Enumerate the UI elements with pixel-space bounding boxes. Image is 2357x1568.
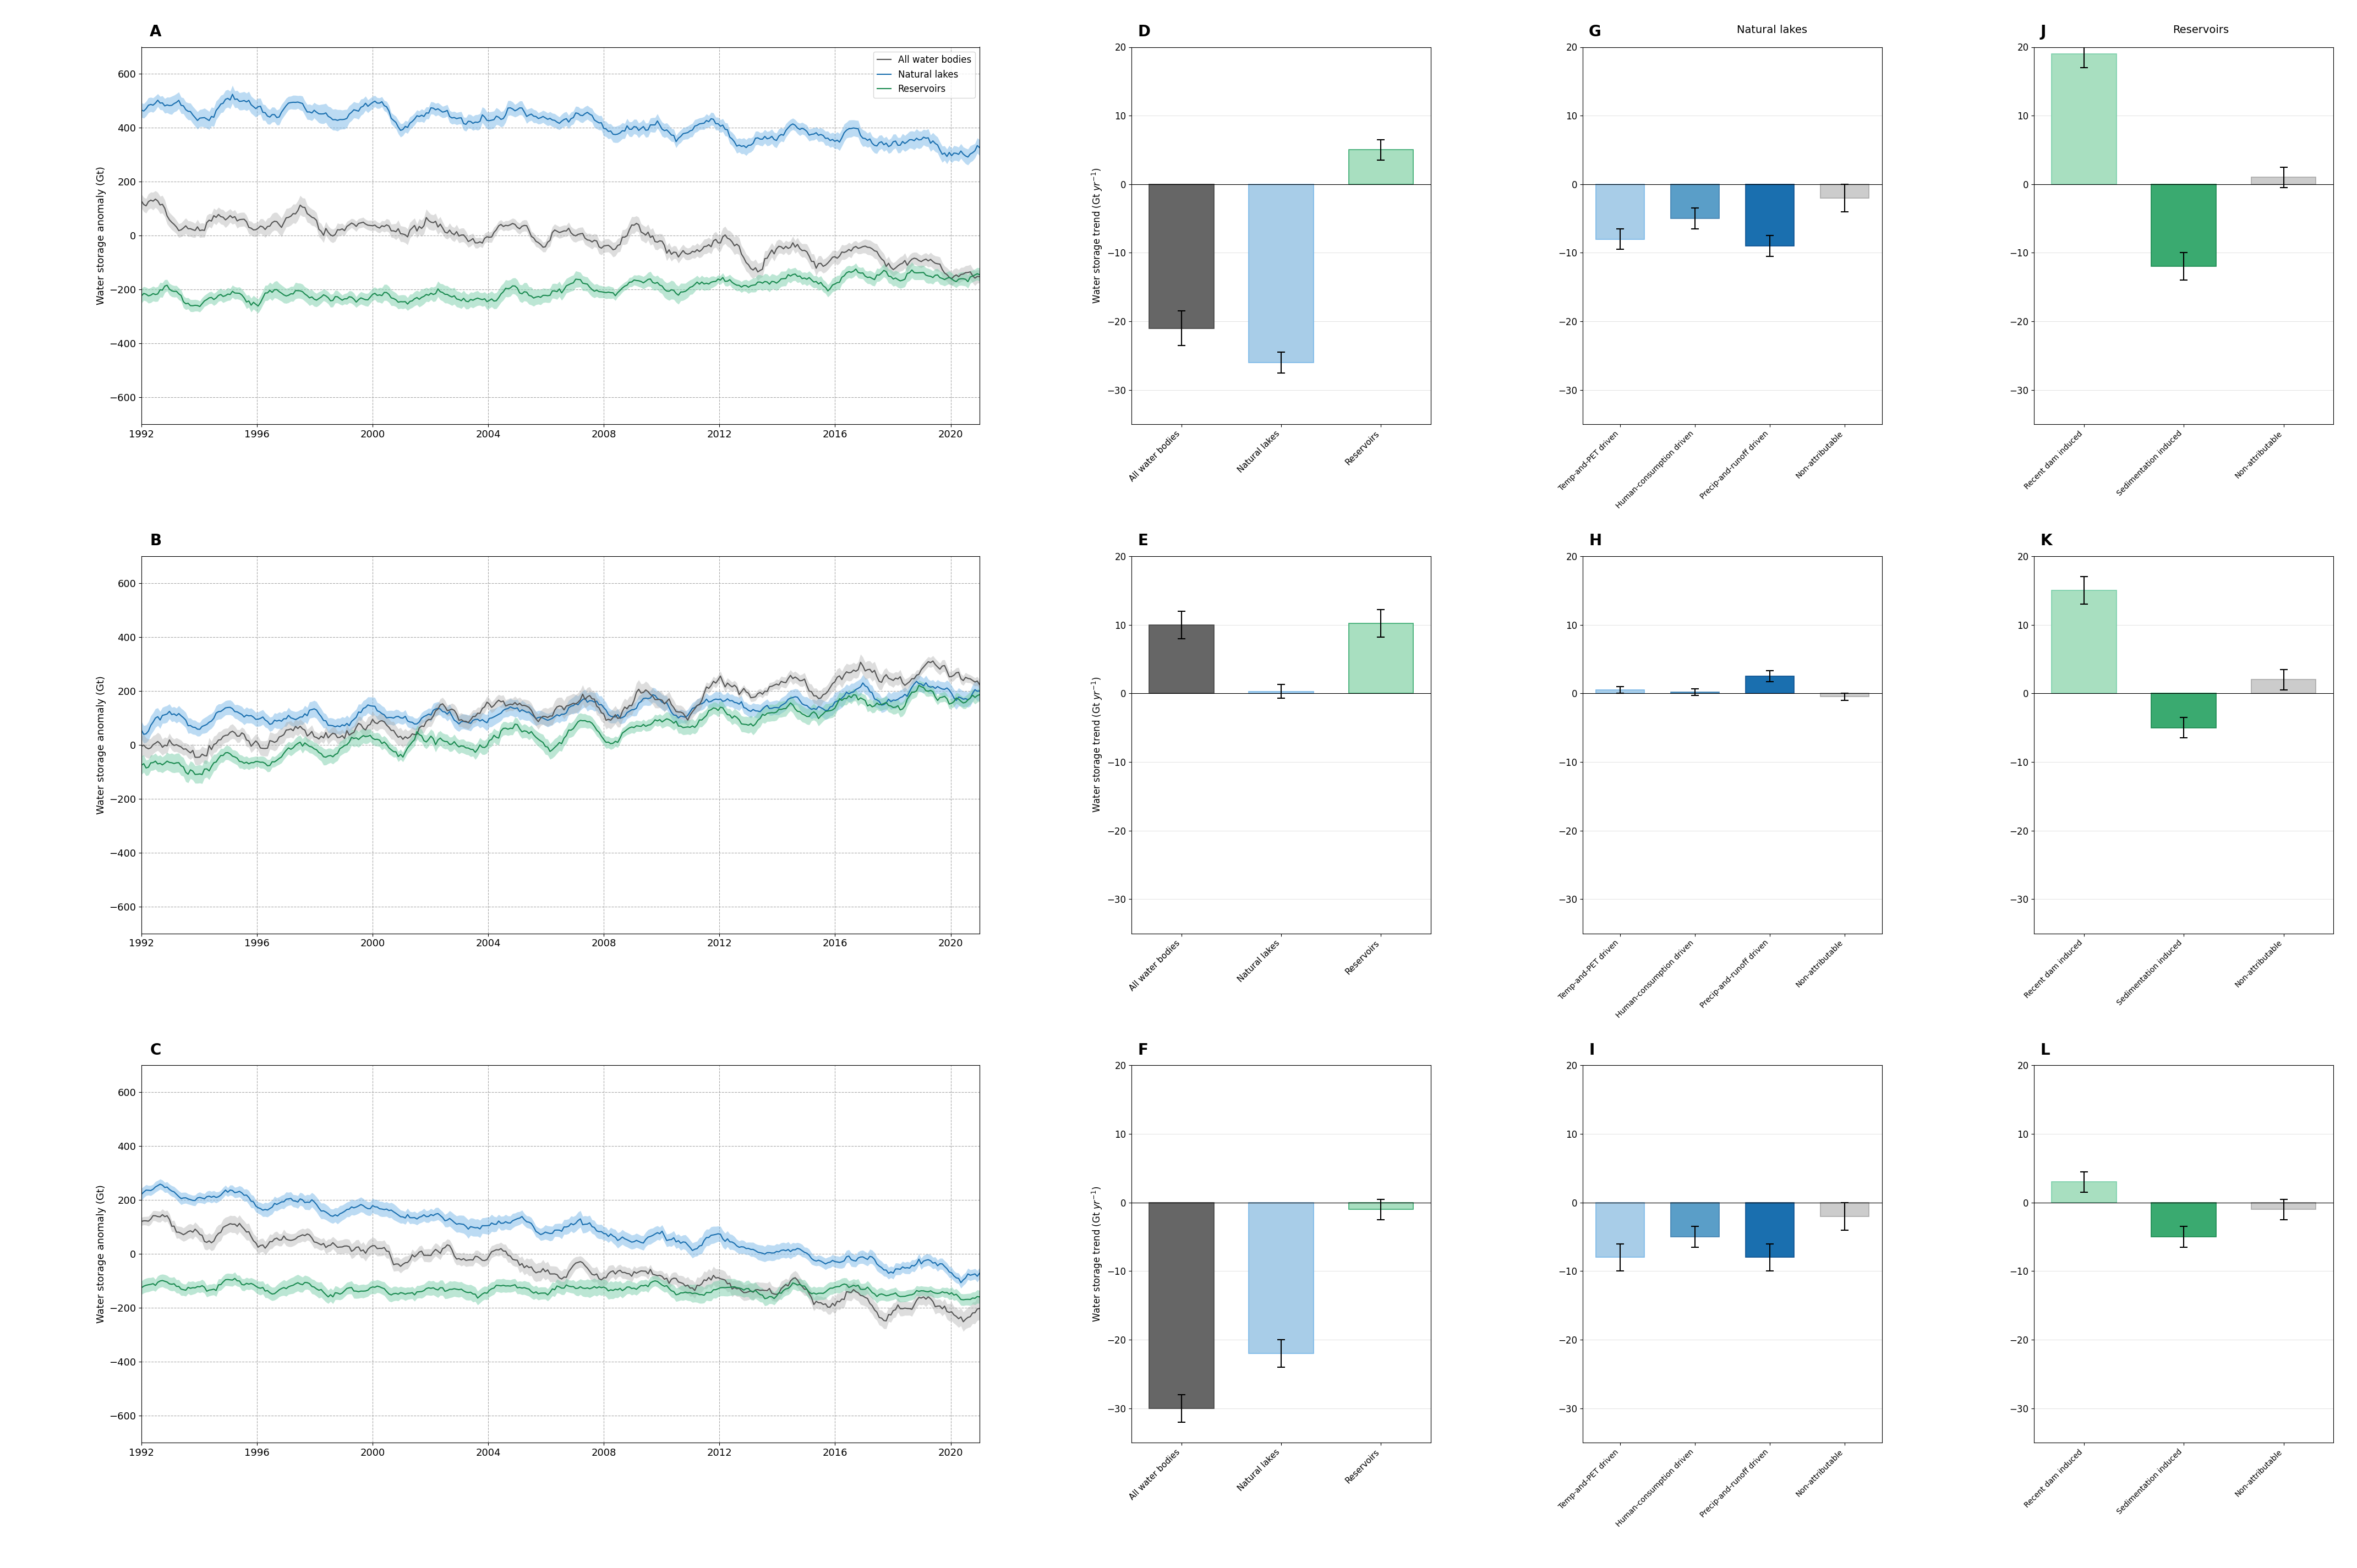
Bar [1820,693,1869,696]
Bar [1348,624,1414,693]
Bar [2051,53,2117,183]
Bar [1596,1203,1645,1258]
Bar [2251,1203,2317,1209]
Text: H: H [1589,533,1600,549]
Bar [1596,690,1645,693]
Bar [2251,177,2317,183]
Bar [2152,1203,2216,1237]
Legend: All water bodies, Natural lakes, Reservoirs: All water bodies, Natural lakes, Reservo… [872,52,976,97]
Y-axis label: Water storage trend (Gt $yr^{-1}$): Water storage trend (Gt $yr^{-1}$) [1091,677,1103,812]
Bar [2251,679,2317,693]
Bar [1249,1203,1313,1353]
Bar [1148,624,1214,693]
Text: K: K [2041,533,2053,549]
Bar [1747,183,1794,246]
Text: G: G [1589,24,1600,39]
Bar [1348,1203,1414,1209]
Bar [1596,183,1645,238]
Bar [1148,1203,1214,1408]
Text: Reservoirs: Reservoirs [2173,25,2230,36]
Bar [1249,691,1313,693]
Bar [1348,151,1414,183]
Text: A: A [151,24,163,39]
Text: E: E [1138,533,1148,549]
Y-axis label: Water storage anomaly (Gt): Water storage anomaly (Gt) [97,676,106,814]
Bar [1820,183,1869,198]
Bar [1747,676,1794,693]
Text: C: C [151,1043,160,1058]
Text: J: J [2041,24,2046,39]
Text: F: F [1138,1043,1148,1058]
Text: L: L [2041,1043,2051,1058]
Text: I: I [1589,1043,1593,1058]
Text: D: D [1138,24,1150,39]
Bar [1249,183,1313,362]
Bar [2051,591,2117,693]
Y-axis label: Water storage anomaly (Gt): Water storage anomaly (Gt) [97,1185,106,1323]
Bar [1671,183,1718,218]
Bar [2152,693,2216,728]
Y-axis label: Water storage trend (Gt $yr^{-1}$): Water storage trend (Gt $yr^{-1}$) [1091,168,1103,304]
Y-axis label: Water storage anomaly (Gt): Water storage anomaly (Gt) [97,166,106,304]
Y-axis label: Water storage trend (Gt $yr^{-1}$): Water storage trend (Gt $yr^{-1}$) [1091,1185,1103,1322]
Bar [2051,1182,2117,1203]
Text: B: B [151,533,160,549]
Bar [1820,1203,1869,1217]
Bar [2152,183,2216,267]
Text: Natural lakes: Natural lakes [1737,25,1808,36]
Bar [1148,183,1214,328]
Bar [1671,1203,1718,1237]
Bar [1747,1203,1794,1258]
